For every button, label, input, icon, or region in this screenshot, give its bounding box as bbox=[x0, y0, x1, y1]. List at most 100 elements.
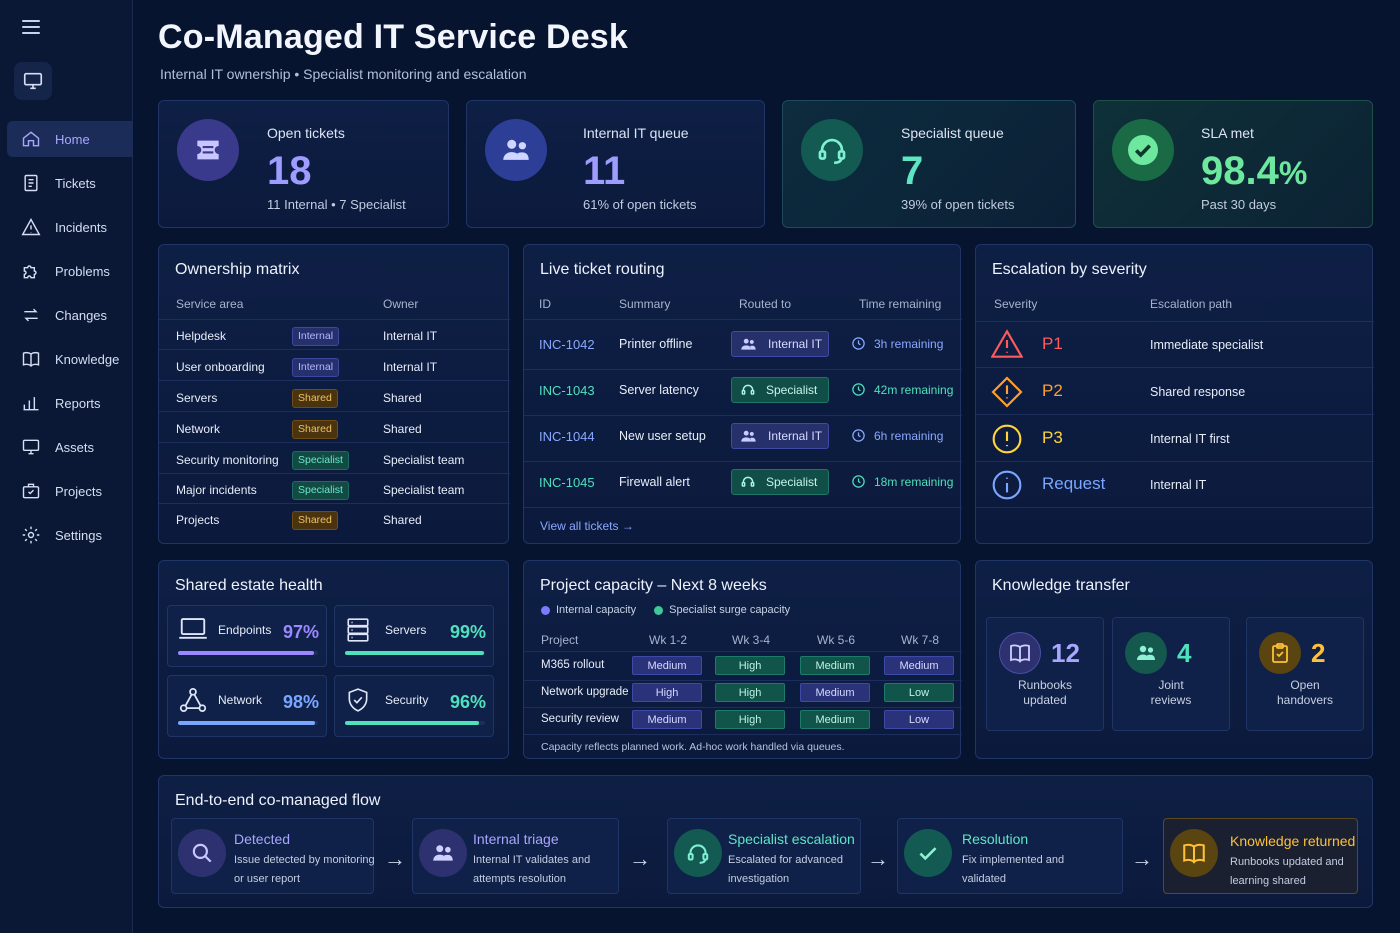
kpi-value: 98.4% bbox=[1201, 151, 1307, 191]
flow-step-title: Resolution bbox=[962, 831, 1029, 847]
ticket-id[interactable]: INC-1042 bbox=[539, 337, 595, 352]
sidebar-item-knowledge[interactable]: Knowledge bbox=[7, 341, 133, 377]
sidebar-item-reports[interactable]: Reports bbox=[7, 385, 133, 421]
book-icon bbox=[999, 632, 1041, 674]
flow-step-detected[interactable]: Detected Issue detected by monitoring or … bbox=[171, 818, 375, 894]
arrow-right-icon: → bbox=[384, 846, 406, 871]
health-card-endpoints[interactable]: Endpoints 97% bbox=[167, 605, 327, 667]
kt-card-joint-reviews[interactable]: 4 Joint reviews bbox=[1112, 617, 1230, 731]
health-label: Endpoints bbox=[218, 623, 272, 637]
panel-title: Escalation by severity bbox=[992, 261, 1147, 278]
legend-dot bbox=[541, 605, 550, 615]
ticket-id[interactable]: INC-1043 bbox=[539, 383, 595, 398]
kpi-sub: 61% of open tickets bbox=[583, 197, 697, 212]
health-bar bbox=[178, 721, 318, 725]
view-all-tickets-link[interactable]: View all tickets → bbox=[540, 519, 634, 533]
health-card-servers[interactable]: Servers 99% bbox=[334, 605, 494, 667]
capacity-cell: High bbox=[715, 656, 785, 675]
time-label: 18m remaining bbox=[874, 474, 954, 489]
sidebar-item-label: Tickets bbox=[55, 175, 96, 191]
diamond-warning-icon bbox=[991, 376, 1023, 413]
kpi-open-tickets[interactable]: Open tickets 18 11 Internal • 7 Speciali… bbox=[158, 100, 449, 228]
flow-step-resolution[interactable]: Resolution Fix implemented and validated bbox=[897, 818, 1123, 894]
routed-to-badge: Internal IT bbox=[731, 423, 829, 449]
page-subtitle: Internal IT ownership • Specialist monit… bbox=[160, 66, 527, 82]
flow-step-desc: Runbooks updated and learning shared bbox=[1230, 853, 1344, 891]
kt-label: Open bbox=[1290, 678, 1320, 692]
health-value: 96% bbox=[450, 692, 487, 712]
health-card-network[interactable]: Network 98% bbox=[167, 675, 327, 737]
kt-card-runbooks[interactable]: 12 Runbooks updated bbox=[986, 617, 1104, 731]
sidebar-item-projects[interactable]: Projects bbox=[7, 473, 133, 509]
escalation-path: Internal IT first bbox=[1150, 432, 1230, 446]
page-title: Co-Managed IT Service Desk bbox=[158, 18, 629, 56]
flow-step-specialist-escalation[interactable]: Specialist escalation Escalated for adva… bbox=[667, 818, 861, 894]
monitor-icon bbox=[22, 439, 40, 455]
sidebar-item-incidents[interactable]: Incidents bbox=[7, 209, 133, 245]
flow-desc-line: Issue detected by monitoring bbox=[234, 854, 375, 866]
ticket-icon bbox=[177, 119, 239, 181]
time-label: 42m remaining bbox=[874, 382, 954, 397]
flow-step-internal-triage[interactable]: Internal triage Internal IT validates an… bbox=[412, 818, 619, 894]
routed-to-label: Internal IT bbox=[768, 337, 823, 351]
arrow-right-icon: → bbox=[621, 519, 634, 533]
time-remaining: 42m remaining bbox=[851, 382, 953, 397]
severity-label: P3 bbox=[1042, 428, 1063, 447]
owner: Specialist team bbox=[383, 483, 465, 497]
flow-desc-line: Escalated for advanced bbox=[728, 854, 843, 866]
sidebar: Home Tickets Incidents Problems Changes … bbox=[0, 0, 133, 933]
owner: Shared bbox=[383, 422, 422, 436]
kpi-sla-met[interactable]: SLA met 98.4% Past 30 days bbox=[1093, 100, 1373, 228]
headset-icon bbox=[674, 829, 722, 877]
panel-title: Project capacity – Next 8 weeks bbox=[540, 577, 767, 594]
flow-step-title: Internal triage bbox=[473, 831, 559, 847]
kt-label: updated bbox=[1023, 693, 1067, 707]
bar-chart-icon bbox=[23, 397, 39, 411]
sidebar-item-label: Knowledge bbox=[55, 351, 120, 367]
sidebar-item-settings[interactable]: Settings bbox=[7, 517, 133, 553]
triangle-warning-icon bbox=[990, 329, 1024, 364]
service-area: Servers bbox=[176, 391, 218, 405]
flow-step-desc: Internal IT validates and attempts resolu… bbox=[473, 851, 590, 889]
link-label: View all tickets bbox=[540, 519, 619, 533]
monitor-icon[interactable] bbox=[14, 62, 52, 100]
panel-title: Shared estate health bbox=[175, 577, 323, 594]
kpi-internal-queue[interactable]: Internal IT queue 11 61% of open tickets bbox=[466, 100, 765, 228]
kpi-label: Open tickets bbox=[267, 125, 345, 141]
sidebar-item-assets[interactable]: Assets bbox=[7, 429, 133, 465]
kpi-value: 11 bbox=[583, 149, 626, 193]
routed-to-badge: Specialist bbox=[731, 469, 829, 495]
sidebar-item-tickets[interactable]: Tickets bbox=[7, 165, 133, 201]
health-card-security[interactable]: Security 96% bbox=[334, 675, 494, 737]
flow-step-desc: Issue detected by monitoring or user repo… bbox=[234, 851, 375, 889]
menu-icon[interactable] bbox=[22, 20, 40, 36]
project-name: M365 rollout bbox=[541, 659, 605, 671]
kpi-value: 18 bbox=[267, 149, 312, 193]
check-circle-icon bbox=[1112, 119, 1174, 181]
health-bar-fill bbox=[178, 651, 314, 655]
time-label: 6h remaining bbox=[874, 428, 944, 443]
estate-health-panel: Shared estate health Endpoints 97% Serve… bbox=[158, 560, 509, 759]
kt-card-handovers[interactable]: 2 Open handovers bbox=[1246, 617, 1364, 731]
kpi-specialist-queue[interactable]: Specialist queue 7 39% of open tickets bbox=[782, 100, 1076, 228]
ticket-id[interactable]: INC-1045 bbox=[539, 475, 595, 490]
ticket-id[interactable]: INC-1044 bbox=[539, 429, 595, 444]
service-area: Projects bbox=[176, 513, 220, 527]
sidebar-nav: Home Tickets Incidents Problems Changes … bbox=[7, 121, 133, 561]
sidebar-item-problems[interactable]: Problems bbox=[7, 253, 133, 289]
users-icon bbox=[419, 829, 467, 877]
ownership-tag: Shared bbox=[292, 420, 338, 439]
kpi-value-number: 98.4 bbox=[1201, 149, 1279, 193]
flow-step-knowledge-returned[interactable]: Knowledge returned Runbooks updated and l… bbox=[1163, 818, 1358, 894]
kpi-label: SLA met bbox=[1201, 125, 1254, 141]
sidebar-item-changes[interactable]: Changes bbox=[7, 297, 133, 333]
kpi-sub: Past 30 days bbox=[1201, 197, 1277, 212]
ticket-summary: Printer offline bbox=[619, 337, 693, 351]
capacity-cell: Medium bbox=[800, 683, 870, 702]
sidebar-item-home[interactable]: Home bbox=[7, 121, 133, 157]
puzzle-icon bbox=[23, 265, 37, 279]
search-icon bbox=[178, 829, 226, 877]
capacity-cell: Medium bbox=[884, 656, 954, 675]
column-header: Owner bbox=[383, 297, 419, 311]
flow-step-desc: Fix implemented and validated bbox=[962, 851, 1064, 889]
